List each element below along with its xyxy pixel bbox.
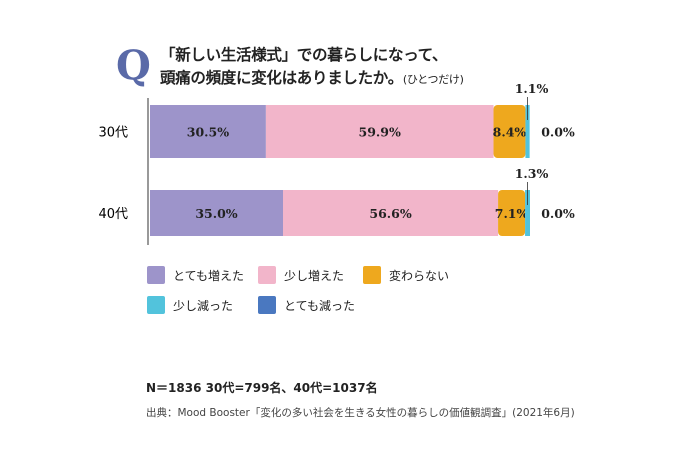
legend-item: 少し減った <box>147 296 233 314</box>
title-note: (ひとつだけ) <box>402 73 464 86</box>
legend-item: 変わらない <box>363 266 449 284</box>
bar-segment <box>498 190 526 236</box>
legend-swatch <box>147 266 165 284</box>
value-label: 8.4% <box>493 125 527 140</box>
legend-swatch <box>258 266 276 284</box>
source-note: 出典：Mood Booster「変化の多い社会を生きる女性の暮らしの価値観調査」… <box>146 407 575 419</box>
sample-size: N＝1836 30代=799名、40代=1037名 <box>146 381 378 395</box>
category-label: 30代 <box>98 126 128 141</box>
value-label: 30.5% <box>187 125 229 140</box>
bar-segment <box>493 105 526 158</box>
value-label: 56.6% <box>369 206 411 221</box>
value-label: 0.0% <box>541 206 575 221</box>
legend-item: 少し増えた <box>258 266 344 284</box>
legend-swatch <box>147 296 165 314</box>
legend-item: とても減った <box>258 296 355 314</box>
bar-segment <box>150 190 283 236</box>
value-label: 1.1% <box>515 81 549 96</box>
legend-swatch <box>363 266 381 284</box>
bar-segment <box>150 105 266 158</box>
value-label: 59.9% <box>359 125 401 140</box>
value-label: 0.0% <box>541 125 575 140</box>
legend-item: とても増えた <box>147 266 244 284</box>
q-mark: Q <box>116 42 151 89</box>
category-label: 40代 <box>98 207 128 222</box>
title-line2: 頭痛の頻度に変化はありましたか。 <box>160 69 403 87</box>
legend-label: とても増えた <box>173 268 245 283</box>
legend-label: 変わらない <box>389 268 450 283</box>
value-label: 35.0% <box>195 206 237 221</box>
legend-label: 少し減った <box>173 298 234 313</box>
legend-swatch <box>258 296 276 314</box>
value-label: 1.3% <box>515 166 549 181</box>
title-line1: 「新しい生活様式」での暮らしになって、 <box>160 46 448 64</box>
bar-segment <box>525 190 530 236</box>
bar-segment <box>525 105 530 158</box>
value-label: 7.1% <box>495 206 529 221</box>
bar-segment <box>265 105 494 158</box>
legend-label: 少し増えた <box>284 268 345 283</box>
bar-segment <box>283 190 499 236</box>
legend-label: とても減った <box>284 298 356 313</box>
chart-title: 「新しい生活様式」での暮らしになって、 頭痛の頻度に変化はありましたか。(ひとつ… <box>160 44 464 91</box>
